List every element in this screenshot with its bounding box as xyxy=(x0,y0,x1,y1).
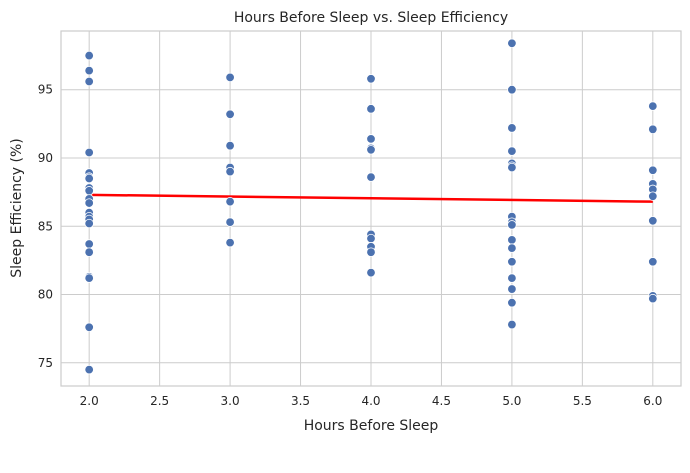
x-tick-label: 2.5 xyxy=(150,394,169,408)
x-tick-label: 4.5 xyxy=(432,394,451,408)
data-points xyxy=(84,38,658,375)
data-point xyxy=(507,284,517,294)
data-point xyxy=(225,109,235,119)
chart-title: Hours Before Sleep vs. Sleep Efficiency xyxy=(234,10,508,26)
data-point xyxy=(84,50,94,61)
data-point xyxy=(84,65,94,76)
data-point xyxy=(225,217,235,227)
plot-frame xyxy=(60,30,682,387)
data-point xyxy=(507,243,517,253)
data-point xyxy=(648,257,658,267)
data-point xyxy=(366,233,376,244)
data-point xyxy=(84,273,94,283)
x-tick-label: 5.0 xyxy=(502,394,521,408)
data-point xyxy=(84,247,94,257)
y-tick-label: 95 xyxy=(38,83,53,97)
data-point xyxy=(366,74,376,84)
data-point xyxy=(366,145,376,155)
data-point xyxy=(648,293,658,304)
data-point xyxy=(225,237,235,248)
data-point xyxy=(507,273,517,283)
y-tick-label: 85 xyxy=(38,219,53,233)
data-point xyxy=(507,38,517,48)
data-point xyxy=(648,124,658,135)
data-point xyxy=(507,319,517,330)
x-tick-label: 2.0 xyxy=(80,394,99,408)
data-point xyxy=(84,239,94,249)
x-tick-label: 3.0 xyxy=(221,394,240,408)
gridlines xyxy=(61,31,681,386)
data-point xyxy=(507,123,517,133)
data-point xyxy=(84,186,94,196)
x-axis-title: Hours Before Sleep xyxy=(304,418,439,434)
x-tick-label: 4.0 xyxy=(361,394,380,408)
data-point xyxy=(225,140,235,151)
y-tick-label: 80 xyxy=(38,288,53,302)
data-point xyxy=(225,72,235,83)
data-point xyxy=(648,216,658,226)
data-point xyxy=(225,196,235,207)
y-tick-label: 90 xyxy=(38,151,53,165)
y-axis-title: Sleep Efficiency (%) xyxy=(9,138,25,277)
plot-border xyxy=(60,30,682,387)
x-tick-label: 5.5 xyxy=(573,394,592,408)
data-point xyxy=(84,173,94,184)
data-point xyxy=(225,166,235,177)
x-tick-label: 6.0 xyxy=(643,394,662,408)
data-point xyxy=(507,146,517,156)
data-point xyxy=(84,198,94,208)
data-point xyxy=(507,85,517,95)
data-point xyxy=(507,257,517,267)
data-point xyxy=(84,364,94,375)
trend-line-group xyxy=(89,193,653,203)
y-tick-labels: 75 80 85 90 95 xyxy=(38,83,53,370)
data-point xyxy=(648,101,658,111)
data-point xyxy=(648,165,658,175)
data-point xyxy=(84,76,94,87)
trend-line xyxy=(89,193,653,203)
y-tick-label: 75 xyxy=(38,356,53,370)
data-point xyxy=(84,147,94,158)
data-point xyxy=(84,218,94,229)
data-point xyxy=(507,162,517,173)
data-point xyxy=(366,172,376,182)
data-point xyxy=(366,247,376,257)
data-point xyxy=(366,267,376,278)
data-point xyxy=(648,191,658,201)
data-point xyxy=(366,104,376,114)
data-point xyxy=(84,322,94,332)
data-point xyxy=(366,134,376,144)
x-tick-label: 3.5 xyxy=(291,394,310,408)
x-tick-labels: 2.0 2.5 3.0 3.5 4.0 4.5 5.0 5.5 6.0 xyxy=(80,394,663,408)
data-point xyxy=(507,298,517,308)
data-point xyxy=(507,235,517,245)
data-point xyxy=(507,220,517,230)
